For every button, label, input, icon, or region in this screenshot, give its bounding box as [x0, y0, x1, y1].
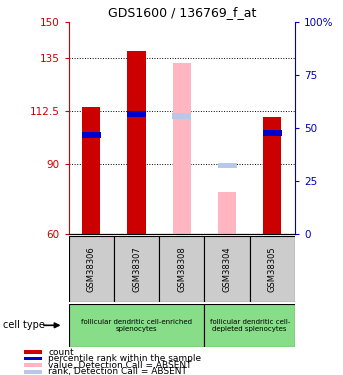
Bar [204, 304, 295, 347]
Bar [82, 107, 100, 234]
Text: GSM38306: GSM38306 [87, 246, 96, 292]
Bar [69, 304, 204, 347]
Text: cell type: cell type [3, 320, 45, 330]
Title: GDS1600 / 136769_f_at: GDS1600 / 136769_f_at [108, 6, 256, 18]
Bar [69, 236, 114, 302]
Bar [24, 370, 42, 374]
Text: GSM38307: GSM38307 [132, 246, 141, 292]
Bar [127, 111, 146, 117]
Bar [172, 113, 191, 119]
Bar [218, 192, 236, 234]
Text: GSM38308: GSM38308 [177, 246, 186, 292]
Bar [24, 350, 42, 354]
Text: GSM38305: GSM38305 [268, 246, 277, 292]
Bar [263, 130, 282, 135]
Bar [114, 236, 159, 302]
Bar [217, 163, 237, 168]
Text: GSM38304: GSM38304 [223, 246, 232, 292]
Text: percentile rank within the sample: percentile rank within the sample [48, 354, 201, 363]
Bar [24, 363, 42, 367]
Bar [204, 236, 250, 302]
Bar [128, 51, 145, 234]
Text: count: count [48, 348, 74, 357]
Text: follicular dendritic cell-
depleted splenocytes: follicular dendritic cell- depleted sple… [210, 319, 290, 332]
Bar [82, 132, 101, 138]
Text: follicular dendritic cell-enriched
splenocytes: follicular dendritic cell-enriched splen… [81, 319, 192, 332]
Bar [250, 236, 295, 302]
Bar [159, 236, 204, 302]
Bar [24, 357, 42, 360]
Text: rank, Detection Call = ABSENT: rank, Detection Call = ABSENT [48, 367, 187, 375]
Bar [263, 117, 281, 234]
Text: value, Detection Call = ABSENT: value, Detection Call = ABSENT [48, 361, 192, 370]
Bar [173, 63, 191, 234]
